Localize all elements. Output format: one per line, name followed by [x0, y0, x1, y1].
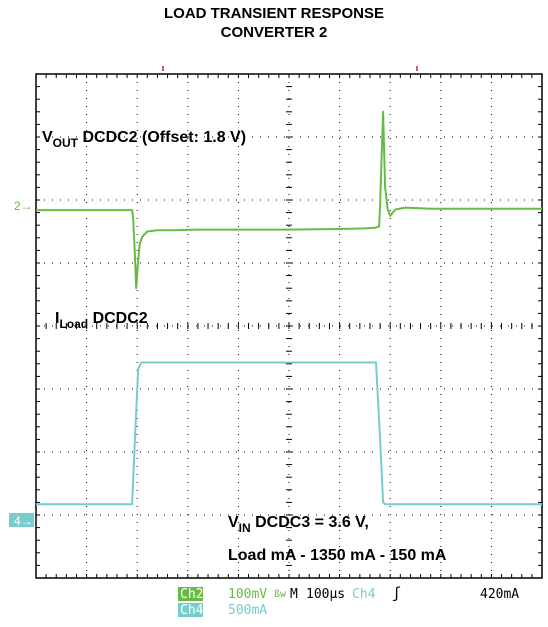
- ch2-label-bg: [178, 587, 203, 601]
- iload-trace: [36, 361, 542, 506]
- ch4-marker: 4→: [14, 514, 33, 528]
- vout-trace: [36, 110, 542, 290]
- ch2-scale: 100mV: [228, 587, 267, 602]
- chart-title-line-2: CONVERTER 2: [220, 24, 328, 41]
- timebase-label: M: [290, 587, 298, 602]
- trigger-edge-icon: ʃ: [392, 584, 401, 602]
- scope-readout: Ch2 100mV ßw M 100µs Ch4 ʃ 420mA Ch4 500…: [178, 584, 519, 618]
- traces: [36, 110, 542, 506]
- vin-label: VIN DCDC3 = 3.6 V,: [228, 514, 369, 535]
- ch2-marker: 2→: [14, 199, 33, 213]
- ch2-label: Ch2: [180, 587, 203, 602]
- chart-title-line-1: LOAD TRANSIENT RESPONSE: [163, 5, 385, 22]
- timebase-value: 100µs: [306, 587, 345, 602]
- trigger-level: 420mA: [480, 587, 519, 602]
- load-range-label: Load mA - 1350 mA - 150 mA: [228, 547, 447, 564]
- trigger-channel: Ch4: [352, 587, 376, 602]
- bandwidth-limit-icon: ßw: [274, 589, 287, 600]
- ch4-label: Ch4: [180, 603, 204, 618]
- vout-label: VOUT DCDC2 (Offset: 1.8 V): [42, 129, 246, 150]
- ch4-label-bg: [178, 603, 203, 617]
- ch4-marker-bg: [9, 513, 34, 527]
- iload-label: ILoad DCDC2: [55, 310, 148, 331]
- ch4-scale: 500mA: [228, 603, 267, 618]
- plot-frame: [35, 73, 543, 579]
